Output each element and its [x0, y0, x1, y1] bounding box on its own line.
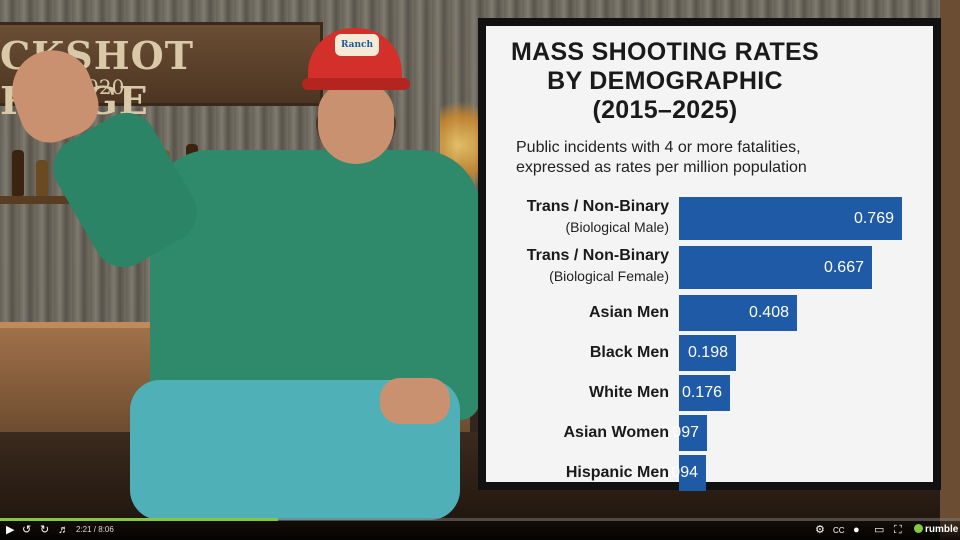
bar-value-label: 0.097	[658, 424, 699, 441]
theater-icon[interactable]: ▭	[874, 524, 885, 536]
category-label: Trans / Non-Binary	[526, 198, 669, 215]
category-label: White Men	[589, 384, 669, 401]
bar-value-label: 0.408	[748, 304, 789, 321]
bar: 0.408	[679, 295, 797, 331]
category-label: Hispanic Men	[565, 464, 669, 481]
bar-value-label: 0.198	[687, 344, 728, 361]
video-player-controls: ▶ ↺ ↻ ♬ 2:21 / 8:06 ⚙ CC ● ▭ ⛶ rumble	[0, 518, 960, 540]
category-label: Black Men	[589, 344, 669, 361]
progress-fill	[0, 518, 279, 521]
chart-subtitle-line-2: expressed as rates per million populatio…	[516, 159, 807, 176]
fullscreen-icon[interactable]: ⛶	[894, 524, 902, 536]
category-label: Trans / Non-Binary	[526, 247, 669, 264]
replay-icon[interactable]: ↺	[22, 524, 32, 536]
infographic-card: MASS SHOOTING RATES BY DEMOGRAPHIC (2015…	[478, 18, 941, 491]
bar: 0.176	[679, 375, 730, 411]
category-label: Asian Men	[588, 304, 669, 321]
time-display: 2:21 / 8:06	[76, 525, 114, 534]
chart-subtitle-line-1: Public incidents with 4 or more fataliti…	[516, 139, 801, 156]
bottle-shelf	[0, 196, 100, 204]
category-sublabel: (Biological Male)	[565, 219, 669, 235]
bar: 0.198	[679, 335, 736, 371]
presenter-face	[318, 84, 394, 164]
chart-title-line-2: BY DEMOGRAPHIC	[547, 67, 783, 95]
bar: 0.097	[659, 415, 707, 451]
volume-icon[interactable]: ♬	[58, 524, 69, 536]
bar: 0.667	[679, 246, 872, 289]
settings-icon[interactable]: ⚙	[815, 524, 825, 536]
wood-trim	[940, 0, 960, 540]
chart-title-line-1: MASS SHOOTING RATES	[510, 38, 820, 66]
progress-bar[interactable]	[0, 518, 960, 521]
captions-icon[interactable]: CC	[833, 526, 845, 535]
cap-patch: Ranch	[335, 34, 379, 56]
cap-brim	[302, 78, 410, 90]
bar-value-label: 0.176	[681, 384, 722, 401]
category-label: Asian Women	[563, 424, 670, 441]
rumble-logo[interactable]: rumble	[914, 524, 958, 535]
bar: 0.094	[658, 455, 706, 491]
forward-icon[interactable]: ↻	[40, 524, 50, 536]
bottle-image	[36, 160, 48, 196]
brand-name: rumble	[925, 524, 959, 535]
presenter: Ranch	[1, 28, 480, 520]
bottle-image	[12, 150, 24, 196]
bar: 0.769	[679, 197, 902, 240]
infographic-panel: MASS SHOOTING RATES BY DEMOGRAPHIC (2015…	[486, 26, 933, 491]
presenter-shirt	[150, 150, 480, 420]
presenter-resting-hand	[380, 378, 450, 424]
bar-value-label: 0.769	[853, 209, 894, 227]
bar-value-label: 0.667	[823, 258, 864, 276]
chart-title-line-3: (2015–2025)	[592, 96, 738, 124]
chart-subtitle: Public incidents with 4 or more fataliti…	[516, 138, 916, 178]
bar-value-label: 0.094	[657, 464, 698, 481]
rumble-mark-icon	[914, 524, 923, 533]
play-icon[interactable]: ▶	[6, 524, 15, 536]
category-sublabel: (Biological Female)	[549, 268, 669, 284]
autoplay-icon[interactable]: ●	[853, 524, 860, 536]
